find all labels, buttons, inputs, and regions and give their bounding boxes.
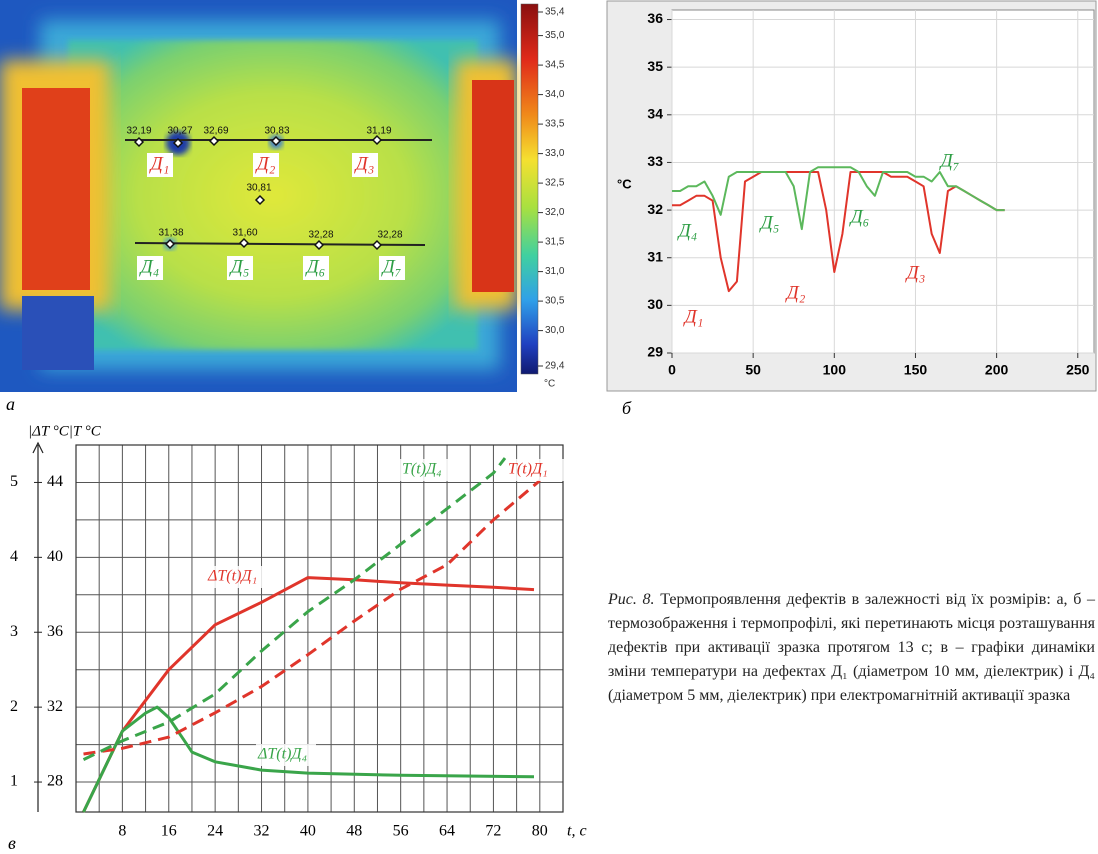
y-tick-label: 30 — [647, 296, 663, 312]
page: а °C 35,4 35,0 34,5 34,0 33,5 33,0 32,5 32,0 31,… — [0, 0, 1098, 854]
annotation: Д₃ — [905, 262, 926, 283]
y-tick-label: 2 — [10, 698, 18, 715]
annotation: Д₁ — [683, 306, 704, 327]
colorbar-tick-label: 29,4 — [545, 361, 565, 372]
point-label: 32,69 — [203, 126, 228, 137]
colorbar-tick-label: 34,0 — [545, 89, 565, 100]
colorbar-tick-label: 31,0 — [545, 266, 565, 277]
defect-label: Д₅ — [229, 256, 250, 277]
y-tick-label: 35 — [647, 58, 663, 74]
x-tick-label: 40 — [300, 823, 316, 840]
figure: а °C 35,4 35,0 34,5 34,0 33,5 33,0 32,5 32,0 31,… — [0, 0, 1098, 854]
caption-label: Рис. 8. — [608, 591, 655, 608]
colorbar-tick-label: 34,5 — [545, 60, 565, 71]
annotation: Д₂ — [785, 282, 806, 303]
series-label: T(t)Д₁ — [508, 461, 548, 478]
colorbar-tick-label: 31,5 — [545, 237, 565, 248]
y2-tick-label: 32 — [47, 698, 63, 715]
y-tick-label: 4 — [10, 548, 18, 565]
data-line — [84, 481, 540, 754]
annotation: Д₅ — [759, 212, 780, 233]
series-label: T(t)Д₄ — [402, 461, 442, 478]
y2-tick-label: 36 — [47, 623, 63, 640]
x-tick-label: 72 — [485, 823, 501, 840]
colorbar-tick-label: 33,5 — [545, 119, 565, 130]
point-label: 31,19 — [366, 126, 391, 137]
colorbar-tick-label: 30,0 — [545, 325, 565, 336]
defect-label: Д₁ — [149, 153, 170, 174]
y2-tick-label: 44 — [47, 473, 63, 490]
panel-label: в — [8, 833, 16, 853]
y-axis-label: |ΔT °C|T °C — [28, 423, 102, 439]
point-label: 30,27 — [167, 126, 192, 137]
defect-label: Д₇ — [381, 256, 402, 277]
x-tick-label: 200 — [985, 362, 1009, 378]
y-tick-label: 36 — [647, 10, 663, 26]
y-tick-label: 3 — [10, 623, 18, 640]
y-tick-label: 33 — [647, 153, 663, 169]
point-label: 32,28 — [308, 230, 333, 241]
thermal-image — [0, 0, 538, 392]
defect-label: Д₂ — [255, 153, 276, 174]
y-tick-label: 29 — [647, 344, 663, 360]
y-tick-label: 1 — [10, 773, 18, 790]
x-tick-label: 0 — [668, 362, 676, 378]
y-tick-label: 34 — [647, 106, 663, 122]
colorbar-tick-label: 32,0 — [545, 207, 565, 218]
defect-label: Д₆ — [305, 256, 326, 277]
annotation: Д₄ — [677, 220, 698, 241]
caption: Рис. 8. Термопроявлення дефектів в залеж… — [608, 588, 1095, 708]
defect-label: Д₄ — [139, 256, 160, 277]
y-tick-label: 31 — [647, 248, 663, 264]
colorbar-unit: °C — [544, 379, 555, 390]
colorbar-tick-label: 33,0 — [545, 148, 565, 159]
x-tick-label: 150 — [904, 362, 928, 378]
colorbar-tick-label: 30,5 — [545, 296, 565, 307]
y2-tick-label: 28 — [47, 773, 63, 790]
point-label: 32,28 — [377, 230, 402, 241]
x-axis-label: t, с — [567, 823, 587, 840]
y2-tick-label: 40 — [47, 548, 63, 565]
colorbar-tick-label: 35,4 — [545, 7, 565, 18]
x-tick-label: 80 — [532, 823, 548, 840]
x-tick-label: 100 — [823, 362, 847, 378]
x-tick-label: 8 — [118, 823, 126, 840]
x-tick-label: 48 — [346, 823, 362, 840]
point-label: 31,38 — [158, 228, 183, 239]
y-axis-label: °C — [617, 176, 632, 191]
plot-area — [672, 10, 1094, 353]
x-tick-label: 24 — [207, 823, 223, 840]
data-line — [84, 458, 506, 759]
plot-border — [76, 445, 563, 812]
point-label: 32,19 — [126, 126, 151, 137]
y-tick-label: 32 — [647, 201, 663, 217]
point-label: 30,81 — [246, 183, 271, 194]
panel-label: а — [6, 394, 15, 414]
annotation: Д₆ — [849, 206, 870, 227]
colorbar-tick-label: 35,0 — [545, 30, 565, 41]
panel-label: б — [622, 398, 632, 418]
caption-text: Термопроявлення дефектів в залежності ві… — [608, 591, 1095, 704]
y-tick-label: 5 — [10, 473, 18, 490]
annotation: Д₇ — [939, 150, 960, 171]
x-tick-label: 64 — [439, 823, 455, 840]
colorbar-tick-label: 32,5 — [545, 178, 565, 189]
x-tick-label: 50 — [745, 362, 761, 378]
series-label: ΔT(t)Д₁ — [207, 568, 257, 585]
x-tick-label: 32 — [254, 823, 270, 840]
x-tick-label: 56 — [393, 823, 409, 840]
point-label: 30,83 — [264, 126, 289, 137]
x-tick-label: 250 — [1066, 362, 1090, 378]
point-label: 31,60 — [232, 228, 257, 239]
defect-label: Д₃ — [354, 153, 375, 174]
series-label: ΔT(t)Д₄ — [257, 746, 307, 763]
x-tick-label: 16 — [161, 823, 177, 840]
